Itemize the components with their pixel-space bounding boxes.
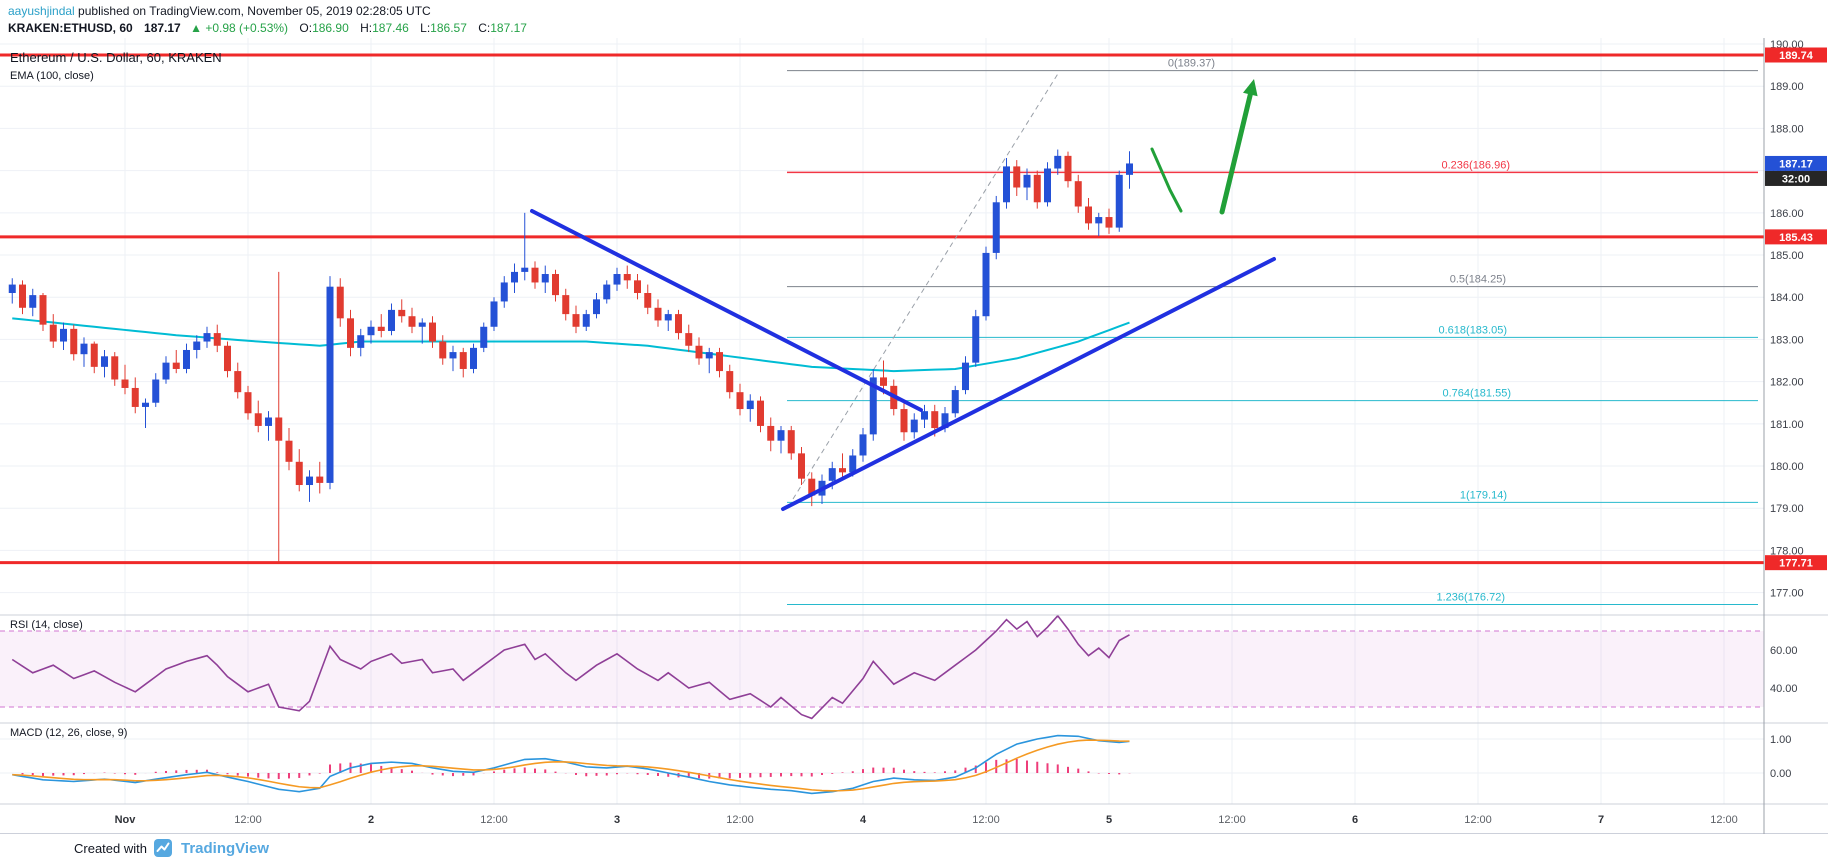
svg-text:6: 6: [1352, 814, 1358, 826]
price-badge-185.43: [1765, 229, 1827, 245]
svg-text:185.43: 185.43: [1779, 232, 1813, 244]
publish-line: aayushjindal published on TradingView.co…: [8, 4, 431, 18]
arrow-up-drawing[interactable]: [1219, 79, 1258, 215]
close-label: C:: [478, 21, 491, 35]
grid-lines: [0, 38, 1764, 804]
svg-text:0.618(183.05): 0.618(183.05): [1439, 324, 1508, 336]
price-axis[interactable]: 190.00189.00188.00187.00186.00185.00184.…: [1770, 39, 1804, 600]
rsi-band: [0, 630, 1764, 708]
svg-text:4: 4: [860, 814, 867, 826]
rsi-indicator-label[interactable]: RSI (14, close): [10, 619, 83, 631]
symbol-name[interactable]: KRAKEN:ETHUSD, 60: [8, 21, 133, 35]
svg-text:177.00: 177.00: [1770, 588, 1804, 600]
svg-text:32:00: 32:00: [1782, 173, 1810, 185]
svg-text:189.74: 189.74: [1779, 50, 1814, 62]
price-badge-189.74: [1765, 47, 1827, 63]
tradingview-logo-icon: [153, 838, 174, 858]
price-badge-177.71: [1765, 555, 1827, 571]
svg-text:3: 3: [614, 814, 620, 826]
publish-info: published on TradingView.com, November 0…: [74, 4, 431, 18]
created-with-text: Created with: [74, 840, 147, 856]
low-label: L:: [420, 21, 431, 35]
candles: [8, 149, 1133, 564]
fib-retracement[interactable]: 0(189.37) 0.236(186.96) 0.5(184.25) 0.618(1…: [787, 58, 1758, 605]
svg-text:12:00: 12:00: [972, 814, 1000, 826]
red-horizontal-lines[interactable]: [0, 53, 1764, 565]
svg-text:12:00: 12:00: [1464, 814, 1492, 826]
pane-separators: [0, 38, 1828, 834]
macd-histogram: [21, 758, 1131, 780]
price-badges: 189.74 187.17 32:00 185.43 177.71: [1765, 47, 1827, 571]
svg-text:0(189.37): 0(189.37): [1168, 58, 1215, 70]
publish-header: aayushjindal published on TradingView.co…: [0, 0, 1828, 38]
svg-text:12:00: 12:00: [1710, 814, 1738, 826]
high-label: H:: [360, 21, 373, 35]
svg-text:0.236(186.96): 0.236(186.96): [1442, 159, 1511, 171]
ema-line: [12, 317, 1130, 373]
svg-text:181.00: 181.00: [1770, 419, 1804, 431]
svg-text:1.00: 1.00: [1770, 734, 1791, 746]
svg-text:184.00: 184.00: [1770, 292, 1804, 304]
svg-text:1.236(176.72): 1.236(176.72): [1437, 591, 1506, 603]
publisher-link[interactable]: aayushjindal: [8, 4, 75, 18]
svg-text:40.00: 40.00: [1770, 683, 1798, 695]
low-value: 186.57: [430, 21, 467, 35]
macd-line: [12, 734, 1130, 795]
svg-text:12:00: 12:00: [480, 814, 508, 826]
trendline-1[interactable]: [530, 209, 923, 412]
svg-text:60.00: 60.00: [1770, 645, 1798, 657]
svg-text:7: 7: [1598, 814, 1604, 826]
svg-text:178.00: 178.00: [1770, 545, 1804, 557]
price-badge-187.17: [1765, 155, 1827, 171]
macd-indicator-label[interactable]: MACD (12, 26, close, 9): [10, 727, 128, 739]
svg-text:187.17: 187.17: [1779, 158, 1813, 170]
ema-indicator-label[interactable]: EMA (100, close): [10, 70, 94, 82]
svg-text:177.71: 177.71: [1779, 558, 1813, 570]
dashed-trendline[interactable]: [792, 71, 1060, 500]
time-axis[interactable]: Nov 12:00 2 12:00 3 12:00 4 12:00 5 12:00 6 12:00 7 1…: [115, 814, 1738, 826]
svg-text:182.00: 182.00: [1770, 377, 1804, 389]
rsi-axis[interactable]: 60.00 40.00: [1770, 645, 1798, 695]
high-value: 187.46: [372, 21, 409, 35]
svg-text:12:00: 12:00: [234, 814, 262, 826]
symbol-line: KRAKEN:ETHUSD, 60 187.17 ▲ +0.98 (+0.53%…: [8, 21, 527, 35]
svg-text:5: 5: [1106, 814, 1112, 826]
svg-text:186.00: 186.00: [1770, 208, 1804, 220]
svg-text:12:00: 12:00: [1218, 814, 1246, 826]
svg-text:0.00: 0.00: [1770, 768, 1791, 780]
svg-text:Nov: Nov: [115, 814, 137, 826]
svg-text:2: 2: [368, 814, 374, 826]
tradingview-brand-link[interactable]: TradingView: [180, 839, 270, 857]
svg-text:180.00: 180.00: [1770, 461, 1804, 473]
chart-canvas[interactable]: 0(189.37) 0.236(186.96) 0.5(184.25) 0.618(1…: [0, 38, 1828, 834]
close-value: 187.17: [490, 21, 527, 35]
rsi-line: [11, 614, 1130, 720]
trendline-2[interactable]: [781, 257, 1276, 511]
svg-text:0.5(184.25): 0.5(184.25): [1450, 274, 1506, 286]
price-change: +0.98 (+0.53%): [205, 21, 289, 35]
up-triangle-icon: ▲: [190, 21, 202, 35]
svg-text:188.00: 188.00: [1770, 123, 1804, 135]
macd-signal-line: [12, 739, 1130, 792]
chart-title: Ethereum / U.S. Dollar, 60, KRAKEN: [10, 50, 222, 65]
arrow-small-drawing[interactable]: [1150, 147, 1183, 213]
svg-text:183.00: 183.00: [1770, 334, 1804, 346]
macd-axis[interactable]: 1.00 0.00: [1770, 734, 1791, 780]
footer: Created with TradingView: [74, 838, 269, 858]
svg-text:1(179.14): 1(179.14): [1460, 489, 1507, 501]
open-value: 186.90: [312, 21, 349, 35]
svg-text:185.00: 185.00: [1770, 250, 1804, 262]
svg-text:179.00: 179.00: [1770, 503, 1804, 515]
open-label: O:: [299, 21, 313, 35]
svg-text:0.764(181.55): 0.764(181.55): [1443, 388, 1512, 400]
last-price: 187.17: [144, 21, 181, 35]
price-badge-32:00: [1765, 170, 1827, 186]
svg-text:12:00: 12:00: [726, 814, 754, 826]
svg-text:189.00: 189.00: [1770, 81, 1804, 93]
